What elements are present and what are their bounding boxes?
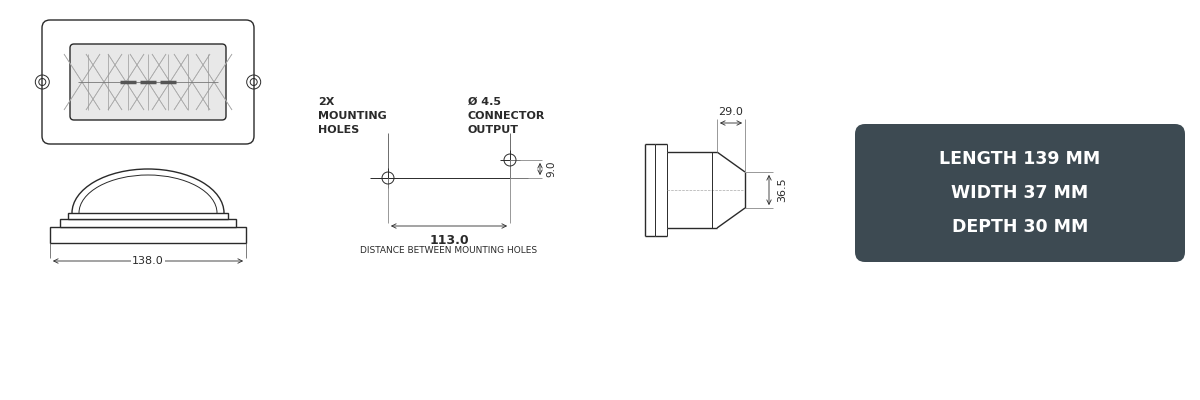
Bar xyxy=(50,68,72,96)
Text: 113.0: 113.0 xyxy=(430,234,469,247)
Text: 36.5: 36.5 xyxy=(778,178,787,202)
Text: CONNECTOR: CONNECTOR xyxy=(468,111,545,121)
FancyBboxPatch shape xyxy=(42,20,254,144)
Text: LENGTH 139 MM: LENGTH 139 MM xyxy=(940,150,1100,168)
Text: 29.0: 29.0 xyxy=(719,107,744,117)
Bar xyxy=(60,219,236,227)
Text: WIDTH 37 MM: WIDTH 37 MM xyxy=(952,184,1088,202)
Text: DEPTH 30 MM: DEPTH 30 MM xyxy=(952,218,1088,236)
Text: Ø 4.5: Ø 4.5 xyxy=(468,97,502,107)
Text: HOLES: HOLES xyxy=(318,125,359,135)
FancyBboxPatch shape xyxy=(854,124,1186,262)
Text: 9.0: 9.0 xyxy=(546,161,556,177)
Bar xyxy=(224,68,246,96)
Text: DISTANCE BETWEEN MOUNTING HOLES: DISTANCE BETWEEN MOUNTING HOLES xyxy=(360,246,538,255)
Text: 2X: 2X xyxy=(318,97,335,107)
Bar xyxy=(50,227,246,243)
Text: 138.0: 138.0 xyxy=(132,256,164,266)
FancyBboxPatch shape xyxy=(70,44,226,120)
Text: OUTPUT: OUTPUT xyxy=(468,125,520,135)
Bar xyxy=(68,213,228,219)
Text: MOUNTING: MOUNTING xyxy=(318,111,386,121)
